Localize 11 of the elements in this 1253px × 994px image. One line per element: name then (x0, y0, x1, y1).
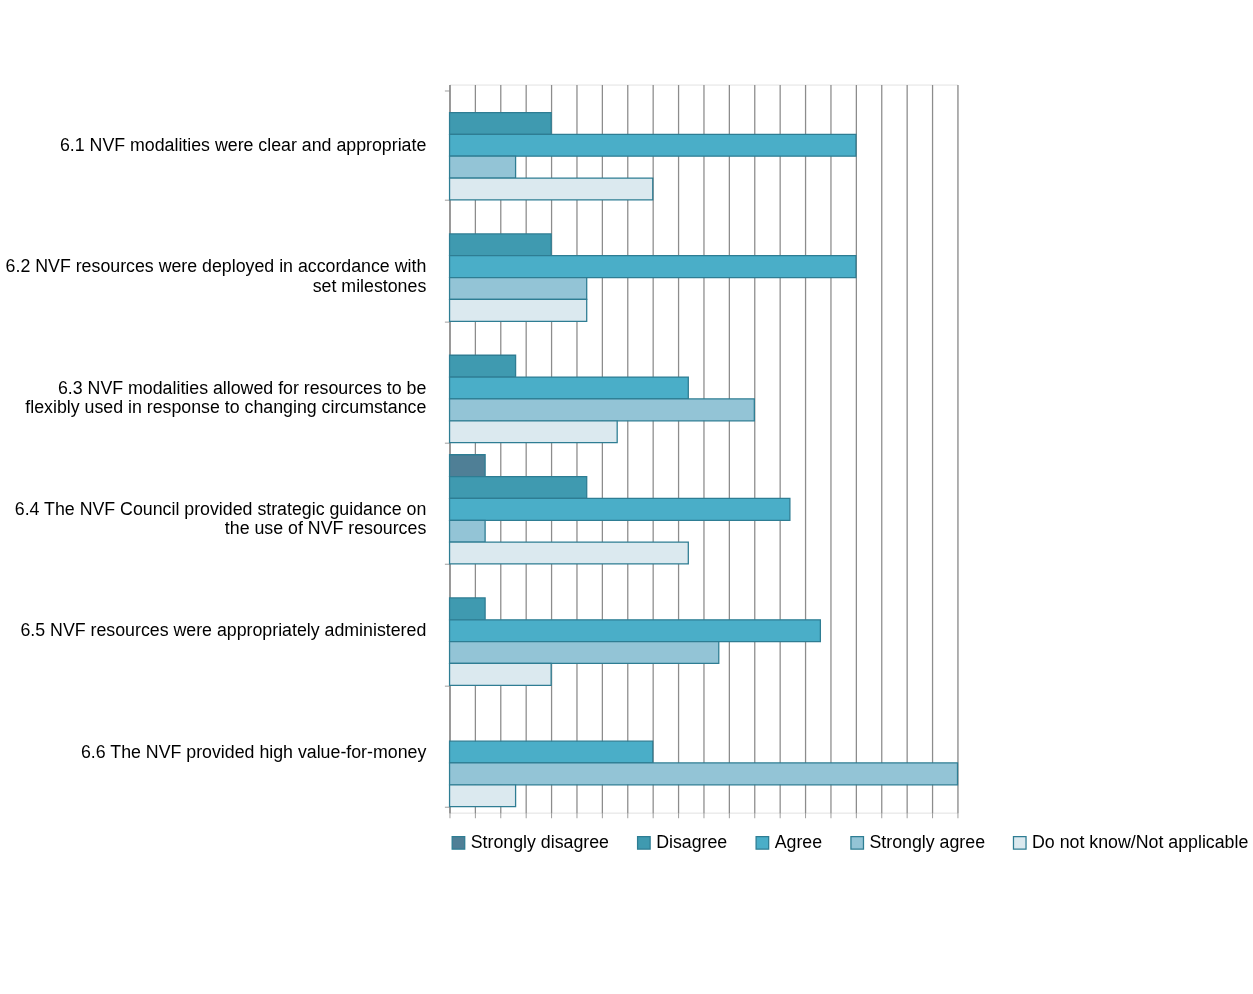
y-tick-label: 6.1 NVF modalities were clear and appropriate (59, 134, 427, 155)
legend-label: Strongly disagree (470, 831, 610, 852)
legend-label: Agree (774, 831, 823, 852)
y-tick-label: 6.6 The NVF provided high value-for-money (80, 741, 427, 762)
legend-label: Do not know/Not applicable (1032, 831, 1249, 852)
y-tick-label: 6.5 NVF resources were appropriately administered (20, 620, 427, 641)
legend-label: Strongly agree (869, 831, 986, 852)
y-tick-label: 6.3 NVF modalities allowed for resources to be flexibly used in response to changing circumstance (25, 377, 427, 417)
y-tick-label: 6.2 NVF resources were deployed in accordance with set milestones (5, 256, 427, 296)
legend-label: Disagree (656, 831, 728, 852)
y-tick-label: 6.4 The NVF Council provided strategic guidance on the use of NVF resources (14, 498, 427, 539)
